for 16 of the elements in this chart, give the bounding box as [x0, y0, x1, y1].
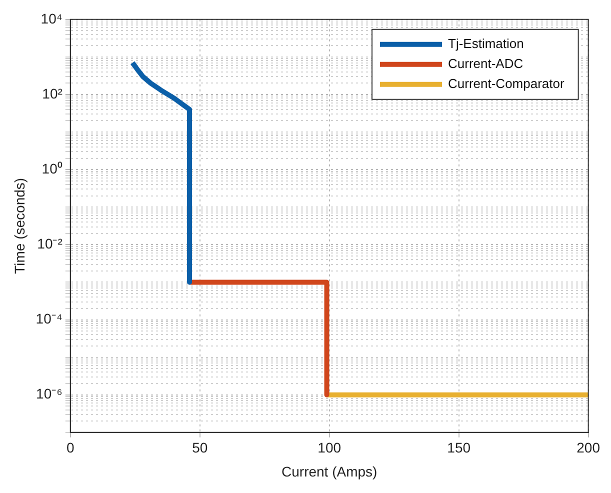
y-tick-label: 10⁰ — [42, 160, 62, 176]
legend-label: Tj-Estimation — [448, 36, 524, 51]
legend-label: Current-ADC — [448, 56, 524, 71]
legend-label: Current-Comparator — [448, 76, 565, 91]
y-tick-label: 10⁻⁶ — [36, 386, 62, 402]
y-tick-label: 10⁴ — [40, 10, 62, 26]
x-tick-label: 200 — [576, 440, 600, 456]
y-axis-title: Time (seconds) — [11, 178, 28, 274]
y-tick-label: 10⁻² — [37, 236, 63, 252]
x-axis-title: Current (Amps) — [282, 463, 378, 480]
x-tick-label: 150 — [447, 440, 471, 456]
y-tick-label: 10⁻⁴ — [36, 310, 62, 327]
y-tick-label: 10² — [42, 85, 63, 102]
x-tick-label: 50 — [192, 440, 208, 456]
x-tick-label: 100 — [318, 440, 342, 456]
x-tick-label: 0 — [66, 440, 74, 456]
